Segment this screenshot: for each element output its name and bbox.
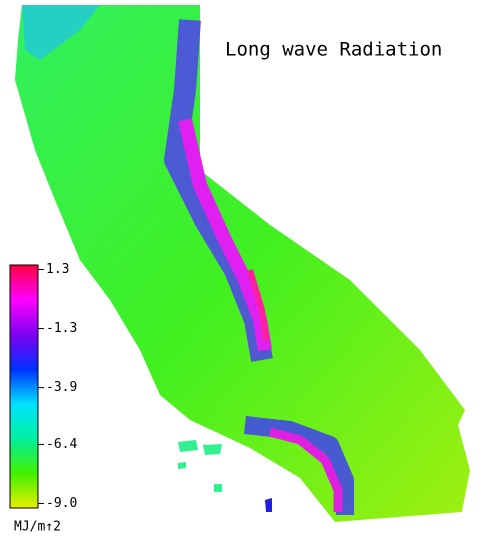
colorbar-tick-label: -6.4: [46, 437, 77, 452]
colorbar-tick-label: -9.0: [46, 496, 77, 511]
unit-label: MJ/m↑2: [14, 520, 61, 535]
map-title: Long wave Radiation: [225, 39, 442, 61]
colorbar: 1.3 -1.3 -3.9 -6.4 -9.0: [9, 262, 77, 511]
colorbar-tick-label: 1.3: [46, 262, 69, 277]
colorbar-tick-label: -3.9: [46, 380, 77, 395]
state-shape: [15, 5, 470, 522]
colorbar-ramp: [9, 264, 39, 509]
colorbar-tick-label: -1.3: [46, 321, 77, 336]
